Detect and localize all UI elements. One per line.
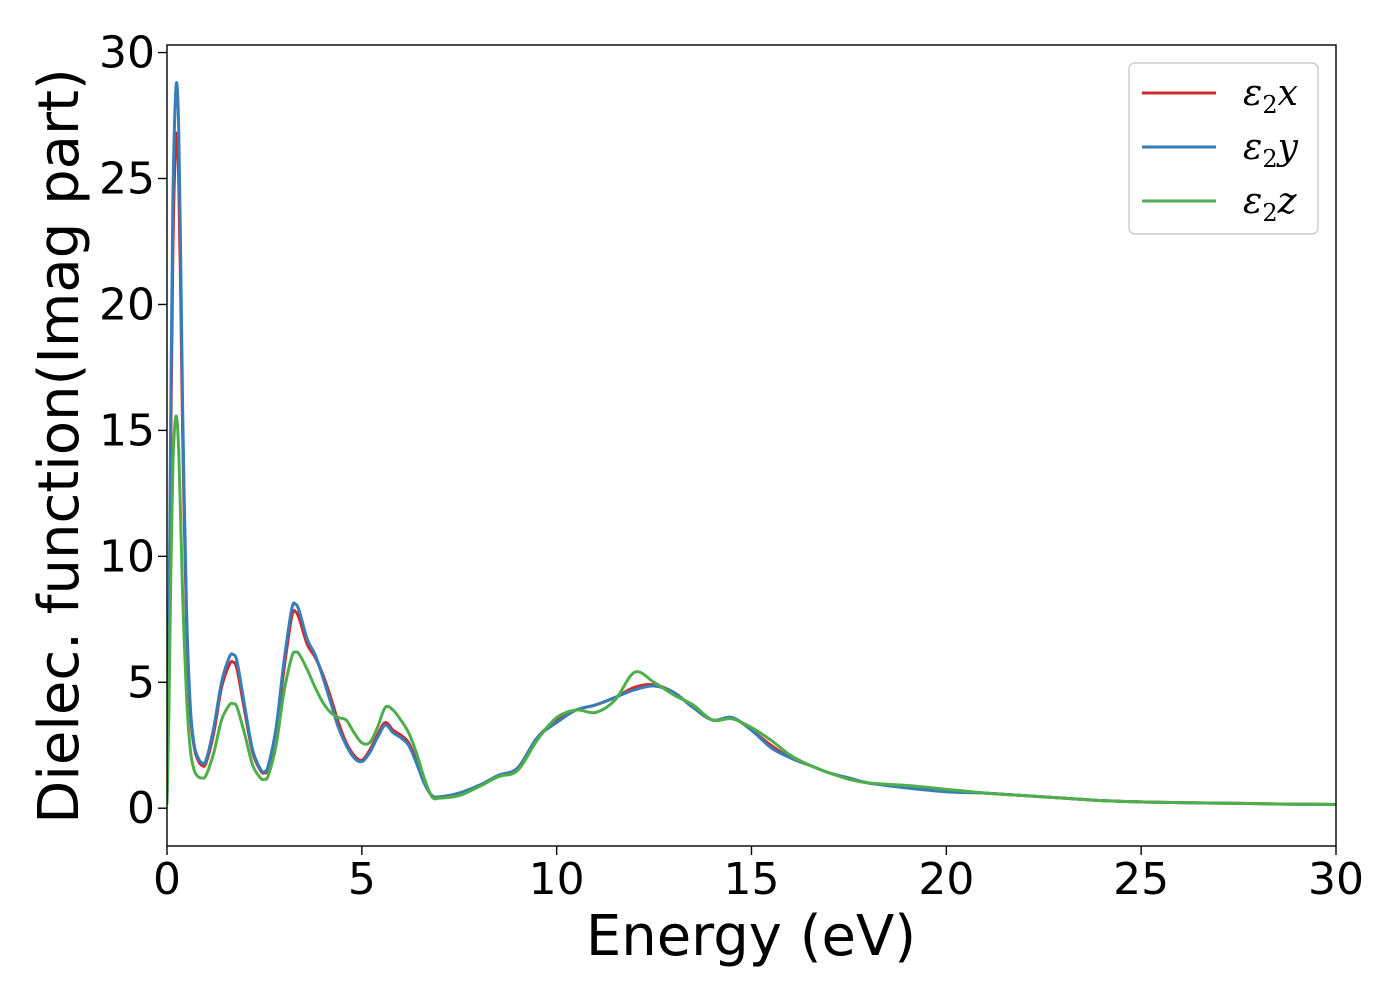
x-tick-label: 10 <box>529 854 585 905</box>
x-axis-label: Energy (eV) <box>586 904 916 969</box>
x-tick-label: 15 <box>724 854 780 905</box>
y-tick-label: 15 <box>99 405 155 456</box>
series-layer <box>167 81 1336 806</box>
legend-label-x: ε2x <box>1243 73 1298 119</box>
x-tick-label: 5 <box>348 854 376 905</box>
legend: ε2x ε2y ε2z <box>1128 62 1319 235</box>
y-tick-label: 30 <box>99 28 155 79</box>
x-tick-label: 30 <box>1308 854 1364 905</box>
y-tick-label: 0 <box>127 783 155 834</box>
series-line-z <box>167 414 1336 806</box>
y-tick-label: 10 <box>99 531 155 582</box>
legend-label-y: ε2y <box>1243 127 1299 173</box>
y-tick-label: 5 <box>127 657 155 708</box>
y-tick-label: 25 <box>99 154 155 205</box>
x-axis: 0 5 10 15 20 25 30 <box>153 846 1364 905</box>
y-axis: 0 5 10 15 20 25 30 <box>99 28 167 834</box>
y-axis-label: Dielec. function(Imag part) <box>27 68 92 824</box>
legend-frame <box>1128 62 1319 235</box>
y-tick-label: 20 <box>99 279 155 330</box>
x-tick-label: 25 <box>1113 854 1169 905</box>
legend-label-z: ε2z <box>1243 181 1298 227</box>
x-tick-label: 0 <box>153 854 181 905</box>
x-tick-label: 20 <box>918 854 974 905</box>
